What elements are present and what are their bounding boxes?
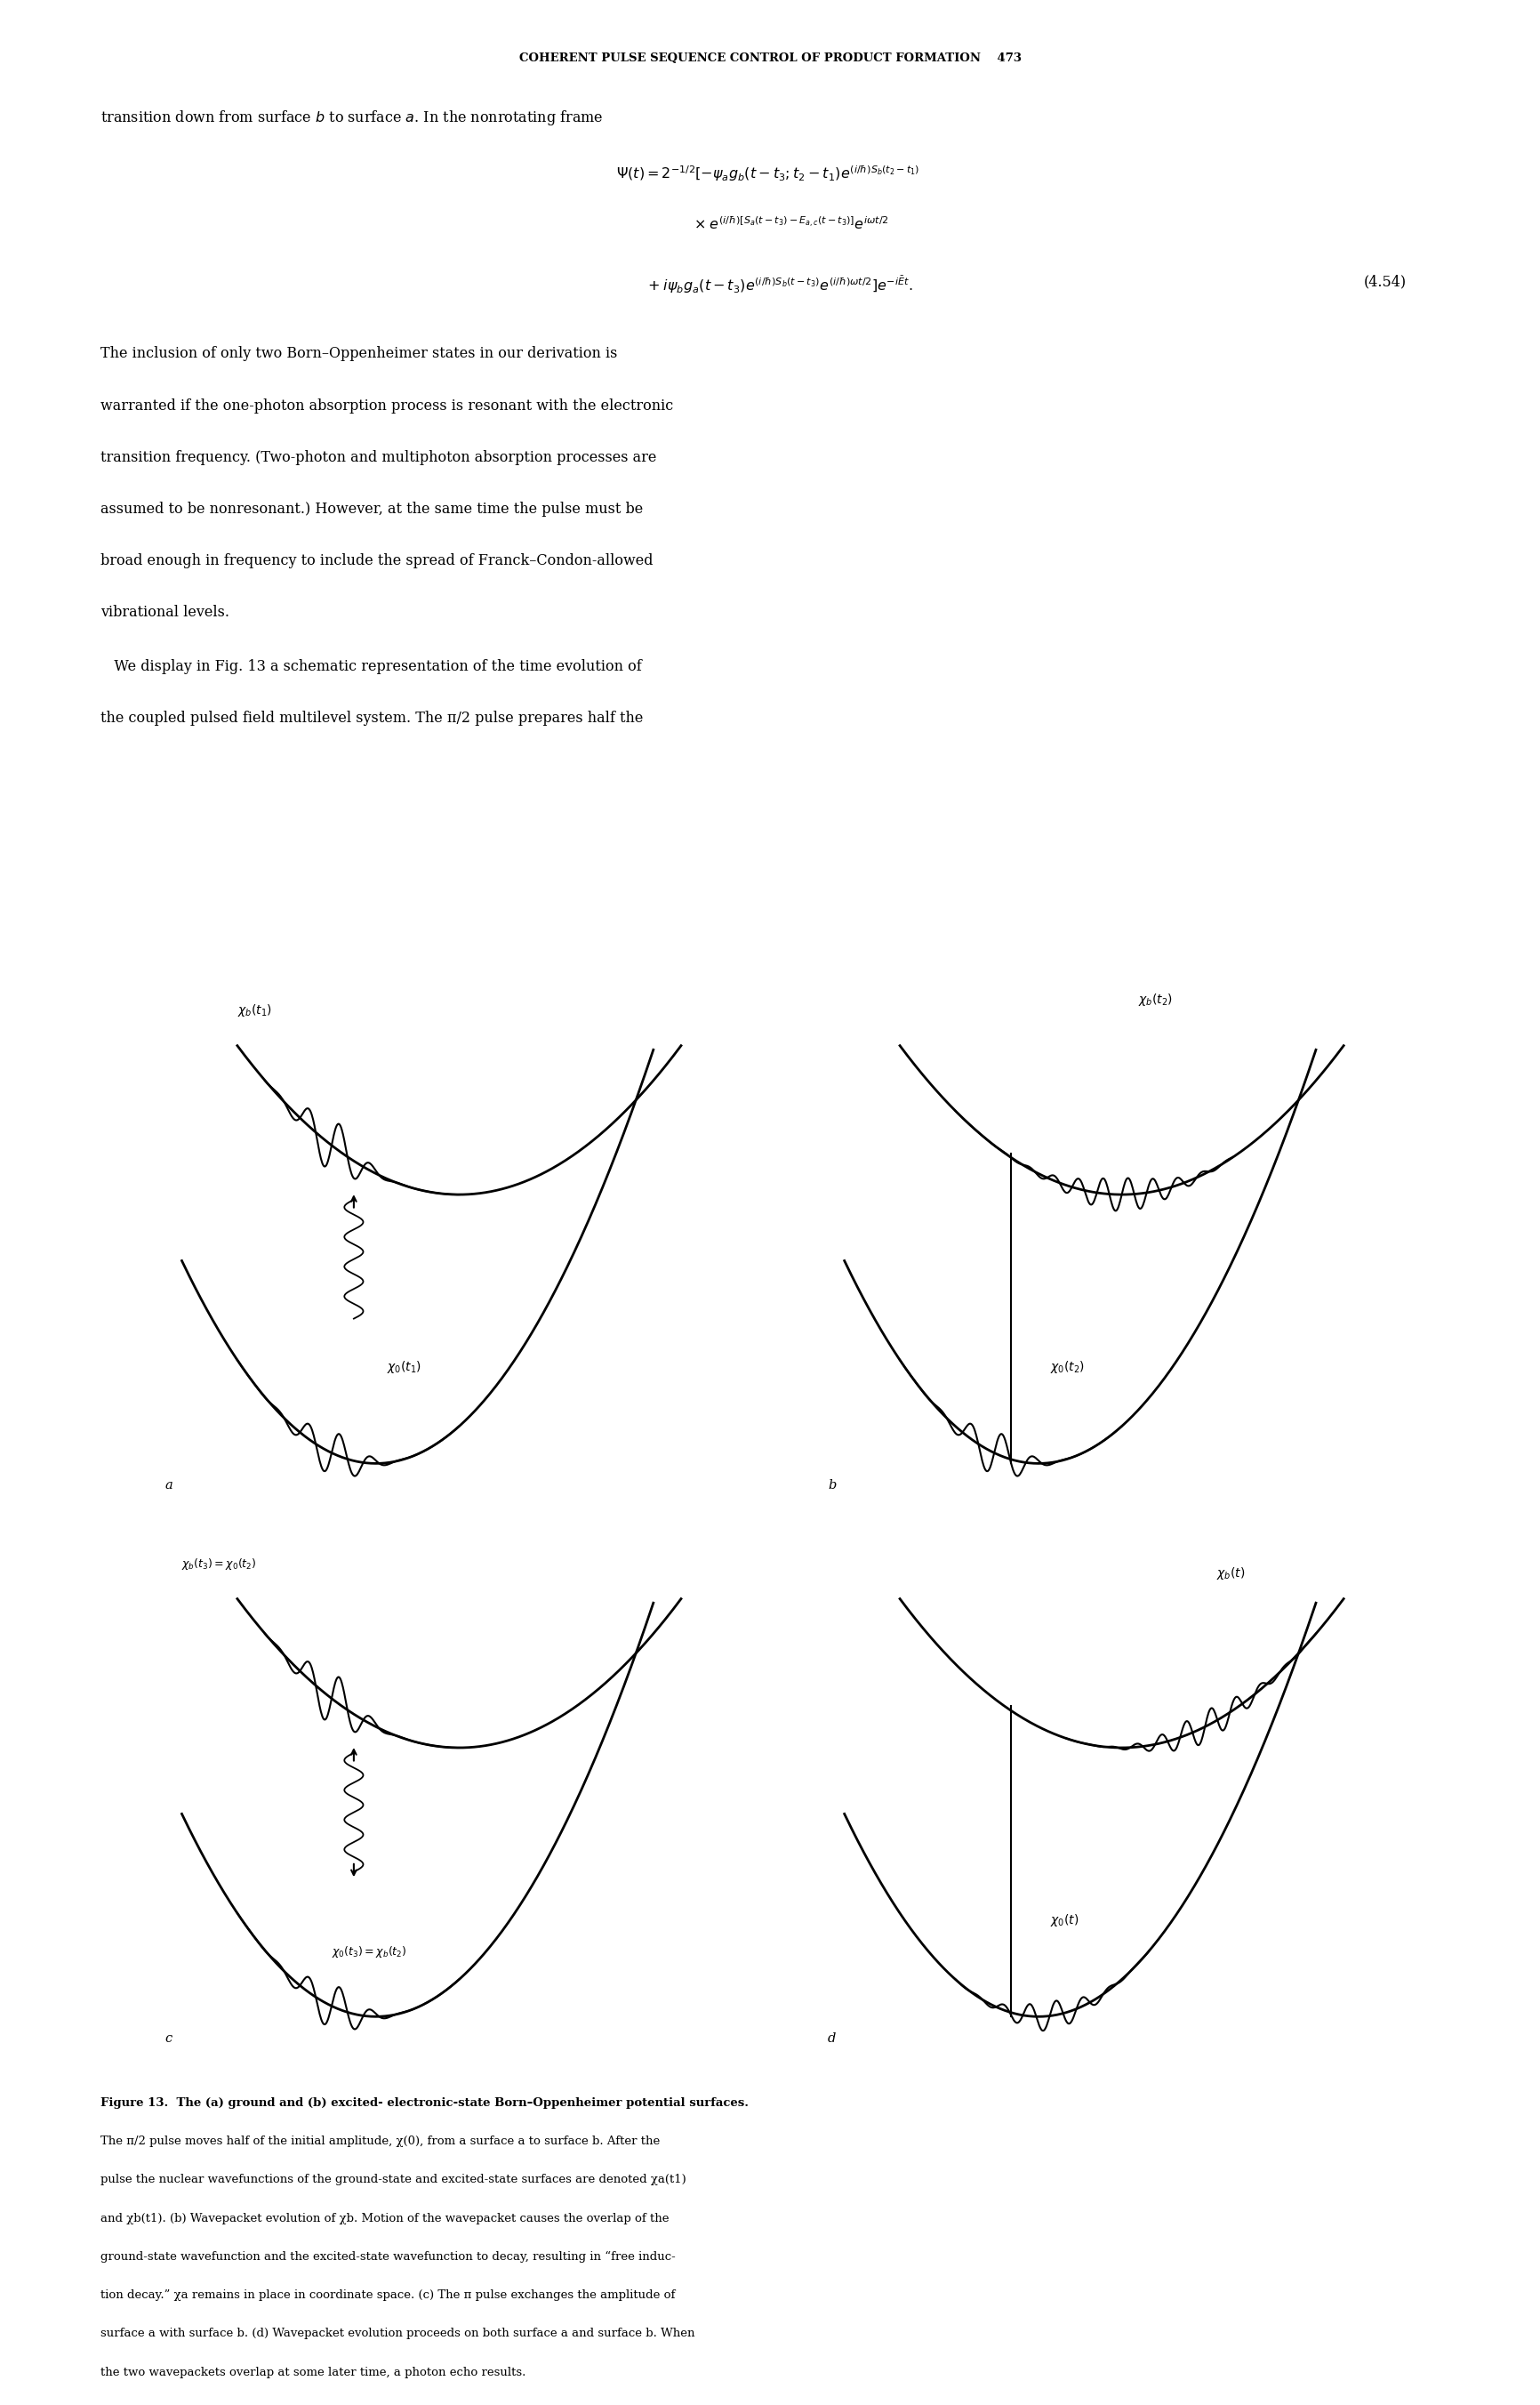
Text: $\times \; e^{(i/\hbar)[S_a(t-t_3)-E_{a,c}(t-t_3)]}e^{i\omega t/2}$: $\times \; e^{(i/\hbar)[S_a(t-t_3)-E_{a,… (693, 216, 889, 233)
Text: $\Psi(t) = 2^{-1/2}[-\psi_a g_b(t - t_3; t_2 - t_1)e^{(i/\hbar)S_b(t_2-t_1)}$: $\Psi(t) = 2^{-1/2}[-\psi_a g_b(t - t_3;… (616, 164, 919, 183)
Text: b: b (827, 1479, 836, 1491)
Text: d: d (827, 2032, 836, 2044)
Text: $\chi_0(t_3)=\chi_b(t_2)$: $\chi_0(t_3)=\chi_b(t_2)$ (331, 1943, 407, 1960)
Text: surface a with surface b. (d) Wavepacket evolution proceeds on both surface a an: surface a with surface b. (d) Wavepacket… (100, 2328, 695, 2340)
Text: We display in Fig. 13 a schematic representation of the time evolution of: We display in Fig. 13 a schematic repres… (100, 659, 641, 673)
Text: and χb(t1). (b) Wavepacket evolution of χb. Motion of the wavepacket causes the : and χb(t1). (b) Wavepacket evolution of … (100, 2213, 668, 2225)
Text: $\chi_b(t_1)$: $\chi_b(t_1)$ (237, 1003, 273, 1017)
Text: $\chi_0(t)$: $\chi_0(t)$ (1049, 1912, 1078, 1929)
Text: The inclusion of only two Born–Oppenheimer states in our derivation is: The inclusion of only two Born–Oppenheim… (100, 346, 616, 361)
Text: $\chi_b(t_3)=\chi_0(t_2)$: $\chi_b(t_3)=\chi_0(t_2)$ (182, 1556, 257, 1570)
Text: assumed to be nonresonant.) However, at the same time the pulse must be: assumed to be nonresonant.) However, at … (100, 500, 642, 517)
Text: transition frequency. (Two-photon and multiphoton absorption processes are: transition frequency. (Two-photon and mu… (100, 450, 656, 464)
Text: ground-state wavefunction and the excited-state wavefunction to decay, resulting: ground-state wavefunction and the excite… (100, 2251, 675, 2263)
Text: $\chi_0(t_1)$: $\chi_0(t_1)$ (387, 1359, 422, 1376)
Text: c: c (165, 2032, 172, 2044)
Text: the coupled pulsed field multilevel system. The π/2 pulse prepares half the: the coupled pulsed field multilevel syst… (100, 709, 642, 726)
Text: (4.54): (4.54) (1363, 274, 1406, 289)
Text: tion decay.” χa remains in place in coordinate space. (c) The π pulse exchanges : tion decay.” χa remains in place in coor… (100, 2290, 675, 2302)
Text: $+ \; i\psi_b g_a(t - t_3)e^{(i/\hbar)S_b(t-t_3)}e^{(i/\hbar)\omega t/2}]e^{-i\b: $+ \; i\psi_b g_a(t - t_3)e^{(i/\hbar)S_… (647, 274, 912, 296)
Text: The π/2 pulse moves half of the initial amplitude, χ(0), from a surface a to sur: The π/2 pulse moves half of the initial … (100, 2136, 659, 2148)
Text: COHERENT PULSE SEQUENCE CONTROL OF PRODUCT FORMATION    473: COHERENT PULSE SEQUENCE CONTROL OF PRODU… (519, 53, 1021, 65)
Text: transition down from surface $b$ to surface $a$. In the nonrotating frame: transition down from surface $b$ to surf… (100, 108, 602, 127)
Text: warranted if the one-photon absorption process is resonant with the electronic: warranted if the one-photon absorption p… (100, 399, 673, 414)
Text: $\chi_0(t_2)$: $\chi_0(t_2)$ (1049, 1359, 1084, 1376)
Text: pulse the nuclear wavefunctions of the ground-state and excited-state surfaces a: pulse the nuclear wavefunctions of the g… (100, 2174, 685, 2186)
Text: a: a (165, 1479, 172, 1491)
Text: $\chi_b(t_2)$: $\chi_b(t_2)$ (1138, 991, 1172, 1008)
Text: Figure 13.  The (a) ground and (b) excited- electronic-state Born–Oppenheimer po: Figure 13. The (a) ground and (b) excite… (100, 2097, 748, 2109)
Text: broad enough in frequency to include the spread of Franck–Condon-allowed: broad enough in frequency to include the… (100, 553, 653, 568)
Text: $\chi_b(t)$: $\chi_b(t)$ (1215, 1566, 1244, 1582)
Text: vibrational levels.: vibrational levels. (100, 604, 229, 620)
Text: the two wavepackets overlap at some later time, a photon echo results.: the two wavepackets overlap at some late… (100, 2367, 525, 2379)
